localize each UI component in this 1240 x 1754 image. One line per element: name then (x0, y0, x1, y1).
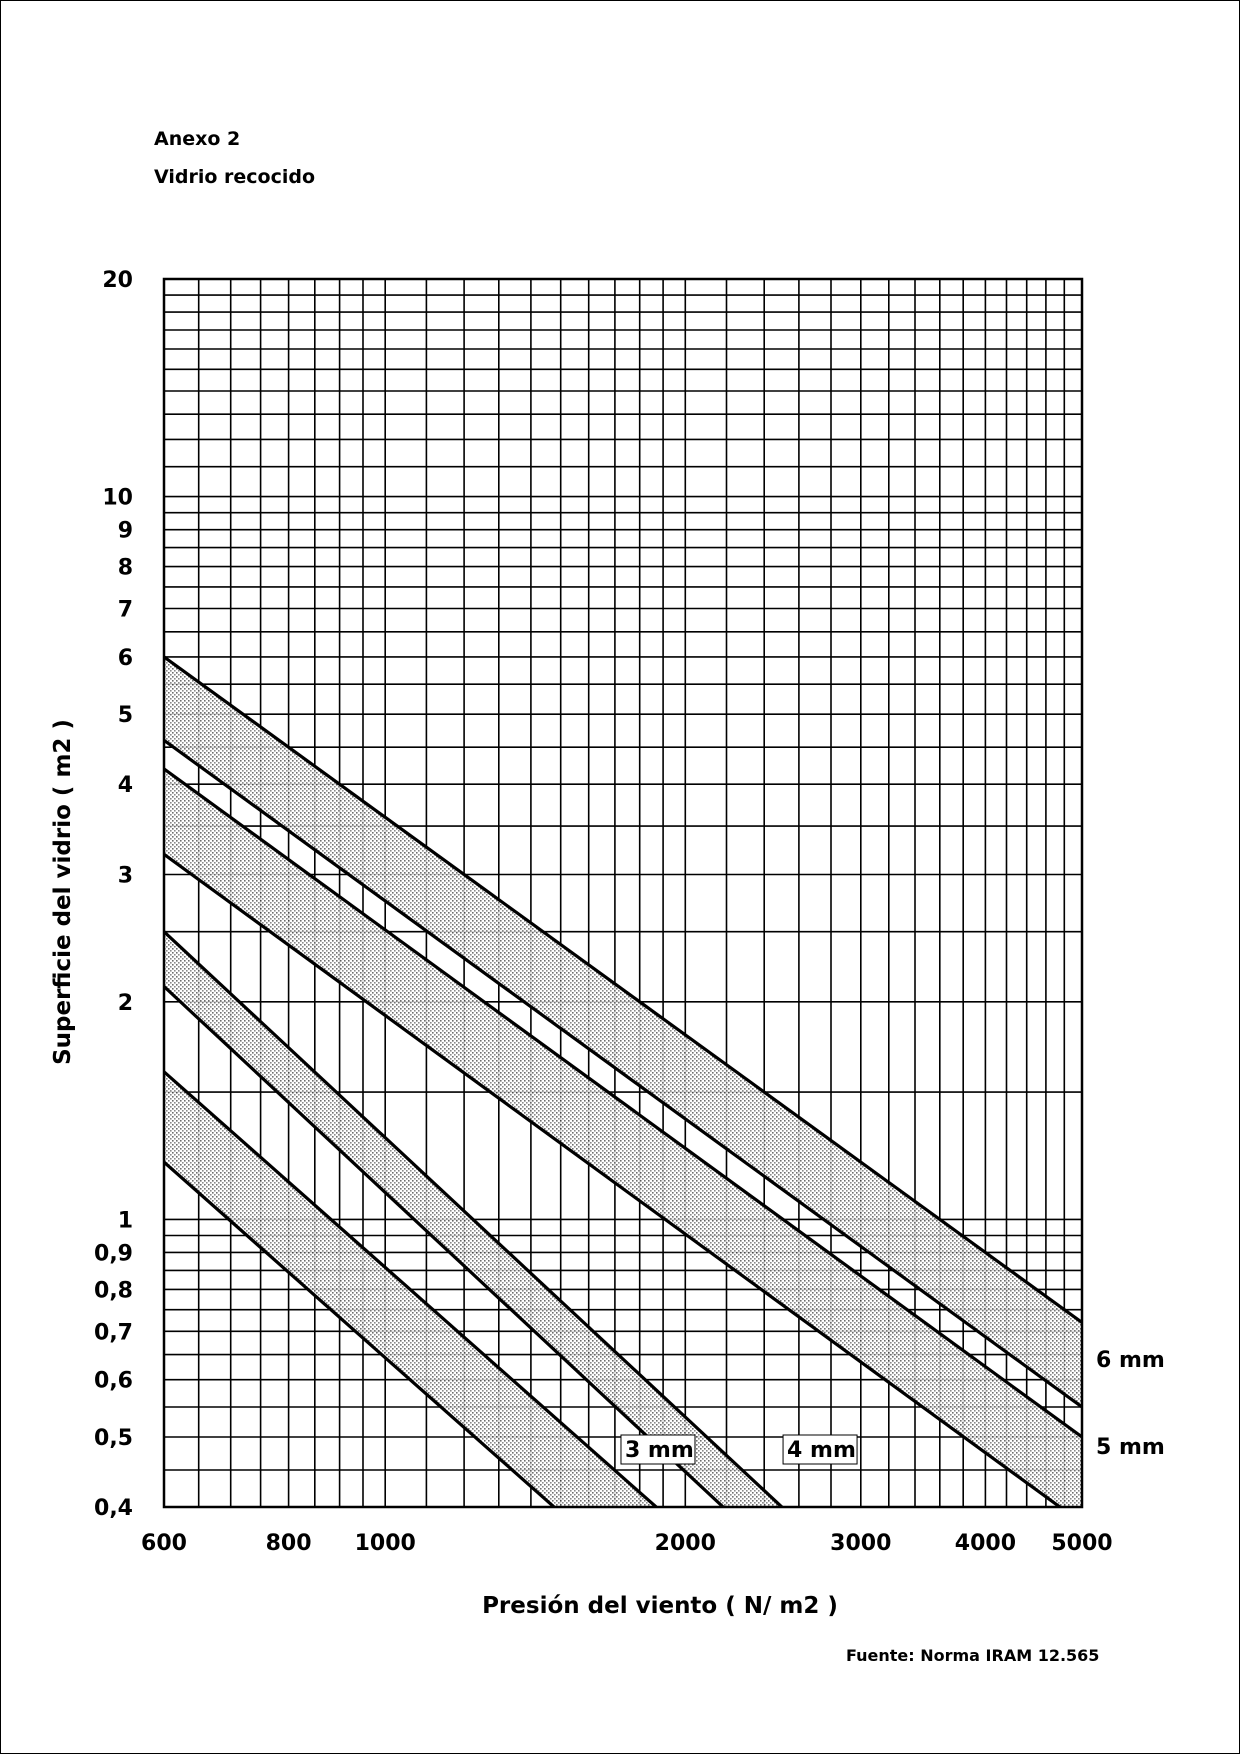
band-5-mm-lower-line (164, 853, 1063, 1507)
x-axis-title: Presión del viento ( N/ m2 ) (482, 1593, 838, 1619)
y-tick-label: 10 (102, 486, 133, 511)
y-tick-label: 0,5 (94, 1426, 133, 1451)
series-label-5-mm: 5 mm (1096, 1435, 1165, 1460)
band-3-mm-lower-line (164, 1160, 557, 1507)
series-label-4-mm: 4 mm (787, 1438, 856, 1463)
y-tick-label: 0,9 (94, 1241, 133, 1266)
y-tick-label: 5 (118, 703, 133, 728)
y-tick-label: 0,7 (94, 1320, 133, 1345)
x-axis: 600 800 1000 2000 3000 4000 5000 (141, 1531, 1113, 1556)
band-6-mm-upper-line (164, 655, 1082, 1324)
y-tick-label: 20 (102, 268, 133, 293)
x-tick-label: 600 (141, 1531, 187, 1556)
y-axis-title: Superficie del vidrio ( m2 ) (50, 719, 76, 1065)
annex-title: Anexo 2 (154, 128, 241, 150)
x-tick-label: 4000 (955, 1531, 1016, 1556)
x-tick-label: 2000 (655, 1531, 716, 1556)
band-6-mm-lower-line (164, 739, 1082, 1409)
y-tick-label: 0,4 (94, 1496, 133, 1521)
series-labels: 3 mm 4 mm 5 mm 6 mm (620, 1348, 1165, 1465)
y-tick-label: 4 (118, 773, 133, 798)
y-tick-label: 0,6 (94, 1369, 133, 1394)
label-box-4-mm (782, 1434, 858, 1465)
band-6-mm (164, 656, 1082, 1407)
y-tick-label: 0,8 (94, 1278, 133, 1303)
y-axis: 0,4 0,5 0,6 0,7 0,8 0,9 1 2 3 4 5 6 7 8 9 10 20 (94, 268, 133, 1521)
y-tick-label: 2 (118, 991, 133, 1016)
band-5-mm (164, 768, 1082, 1507)
y-tick-label: 1 (118, 1208, 133, 1233)
y-tick-label: 7 (118, 598, 133, 623)
series-label-3-mm: 3 mm (625, 1438, 694, 1463)
y-tick-label: 3 (118, 864, 133, 889)
x-tick-label: 3000 (830, 1531, 891, 1556)
plot-frame (162, 277, 1084, 1509)
y-tick-label: 9 (118, 519, 133, 544)
y-tick-label: 6 (118, 646, 133, 671)
band-4-mm-lower-line (164, 985, 726, 1507)
y-tick-label: 8 (118, 556, 133, 581)
annex-subtitle: Vidrio recocido (154, 166, 316, 188)
x-tick-label: 1000 (355, 1531, 416, 1556)
band-5-mm-upper-line (164, 767, 1082, 1439)
bands (164, 655, 1082, 1507)
source-note: Fuente: Norma IRAM 12.565 (846, 1646, 1100, 1665)
band-4-mm-upper-line (164, 930, 783, 1507)
x-tick-label: 800 (266, 1531, 312, 1556)
band-3-mm-upper-line (164, 1070, 658, 1507)
label-box-3-mm (620, 1434, 696, 1465)
series-label-6-mm: 6 mm (1096, 1348, 1165, 1373)
x-tick-label: 5000 (1051, 1531, 1112, 1556)
